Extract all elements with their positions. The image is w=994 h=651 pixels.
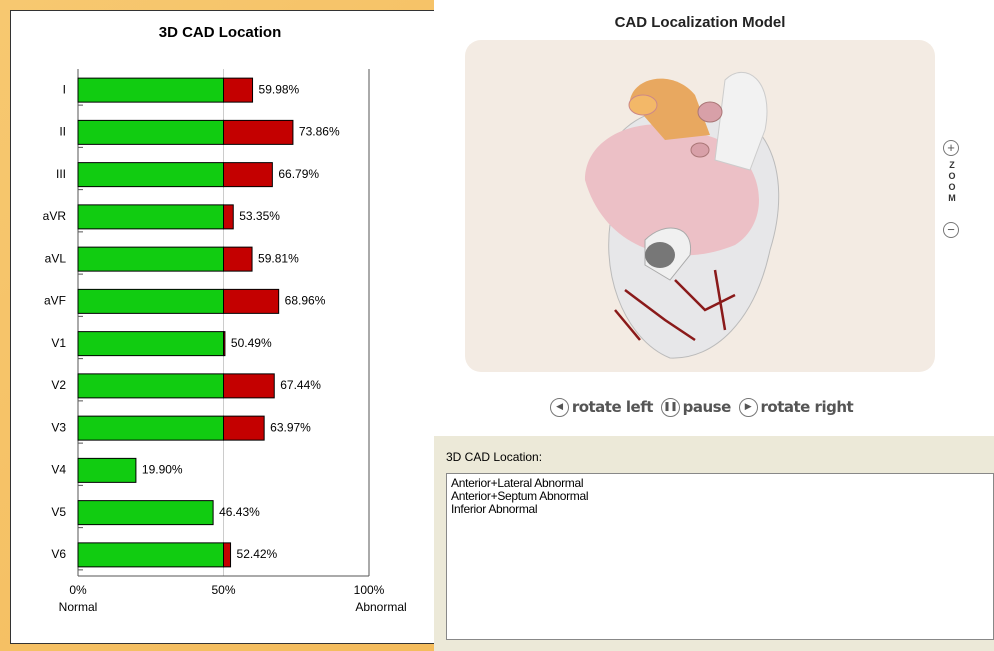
bar-normal xyxy=(77,331,224,357)
bar-normal xyxy=(77,542,224,568)
pause-icon[interactable]: ❚❚ xyxy=(660,398,680,417)
location-label: 3D CAD Location: xyxy=(446,450,543,464)
location-line: Anterior+Lateral Abnormal xyxy=(451,476,584,490)
x-tick-label: 50% xyxy=(211,583,235,597)
value-label: 50.49% xyxy=(231,336,272,350)
model-title: CAD Localization Model xyxy=(614,14,786,31)
rotate-right[interactable]: rotate right xyxy=(760,398,854,416)
bar-abnormal xyxy=(223,77,254,103)
location-panel: 3D CAD Location: Anterior+Lateral Abnorm… xyxy=(434,436,994,651)
controls: ◀ rotate left ❚❚ pause ▶ rotate right xyxy=(434,398,966,417)
chart-title: 3D CAD Location xyxy=(159,24,282,41)
value-label: 66.79% xyxy=(278,167,319,181)
zoom-out[interactable]: − xyxy=(943,222,959,238)
location-box[interactable]: Anterior+Lateral Abnormal Anterior+Septu… xyxy=(446,473,994,640)
bar-abnormal xyxy=(223,415,265,441)
y-tick-label: V1 xyxy=(51,336,66,350)
value-label: 53.35% xyxy=(239,209,280,223)
bar-normal xyxy=(77,415,224,441)
rotate-left-icon[interactable]: ◀ xyxy=(549,398,569,417)
pause[interactable]: pause xyxy=(682,398,732,416)
bar-abnormal xyxy=(223,373,275,399)
value-label: 52.42% xyxy=(237,547,278,561)
bar-normal xyxy=(77,204,224,230)
value-label: 59.98% xyxy=(259,82,300,96)
zoom-in[interactable]: + xyxy=(943,140,959,156)
y-tick-label: aVR xyxy=(43,209,67,223)
x-axis-label: Normal xyxy=(59,600,98,614)
y-tick-label: V2 xyxy=(51,378,66,392)
bar-normal xyxy=(77,119,224,145)
bar-normal xyxy=(77,500,214,526)
value-label: 73.86% xyxy=(299,125,340,139)
bar-abnormal xyxy=(223,162,273,188)
y-tick-label: III xyxy=(56,167,66,181)
x-axis-label: Abnormal xyxy=(355,600,406,614)
y-tick-label: V3 xyxy=(51,420,66,434)
bar-abnormal xyxy=(223,119,294,145)
y-tick-label: aVF xyxy=(44,294,66,308)
bar-normal xyxy=(77,457,137,483)
zoom-label: ZOOM xyxy=(948,160,956,203)
rotate-right-icon[interactable]: ▶ xyxy=(738,398,758,417)
chart: 3D CAD Location 0% 50% 100% Normal Abnormal I… xyxy=(10,10,435,644)
bar-abnormal xyxy=(223,331,226,357)
bar-normal xyxy=(77,373,224,399)
model-panel: CAD Localization Model + ZOOM − ◀ rotate … xyxy=(434,0,994,651)
bar-normal xyxy=(77,288,224,314)
value-label: 68.96% xyxy=(285,294,326,308)
value-label: 67.44% xyxy=(280,378,321,392)
bar-abnormal xyxy=(223,246,253,272)
y-tick-label: V6 xyxy=(51,547,66,561)
bar-normal xyxy=(77,246,224,272)
y-tick-label: I xyxy=(63,82,66,96)
value-label: 19.90% xyxy=(142,463,183,477)
rotate-left[interactable]: rotate left xyxy=(571,398,654,416)
location-line: Anterior+Septum Abnormal xyxy=(451,489,589,503)
bar-abnormal xyxy=(223,204,234,230)
value-label: 59.81% xyxy=(258,251,299,265)
bar-normal xyxy=(77,77,224,103)
y-tick-label: V4 xyxy=(51,463,66,477)
y-tick-label: V5 xyxy=(51,505,66,519)
model-view[interactable] xyxy=(465,40,935,372)
bar-abnormal xyxy=(223,542,232,568)
bar-normal xyxy=(77,162,224,188)
value-label: 63.97% xyxy=(270,420,311,434)
y-tick-label: aVL xyxy=(45,251,67,265)
x-tick-label: 0% xyxy=(69,583,87,597)
x-tick-label: 100% xyxy=(354,583,385,597)
value-label: 46.43% xyxy=(219,505,260,519)
y-tick-label: II xyxy=(59,125,66,139)
location-line: Inferior Abnormal xyxy=(451,502,538,516)
bar-abnormal xyxy=(223,288,280,314)
